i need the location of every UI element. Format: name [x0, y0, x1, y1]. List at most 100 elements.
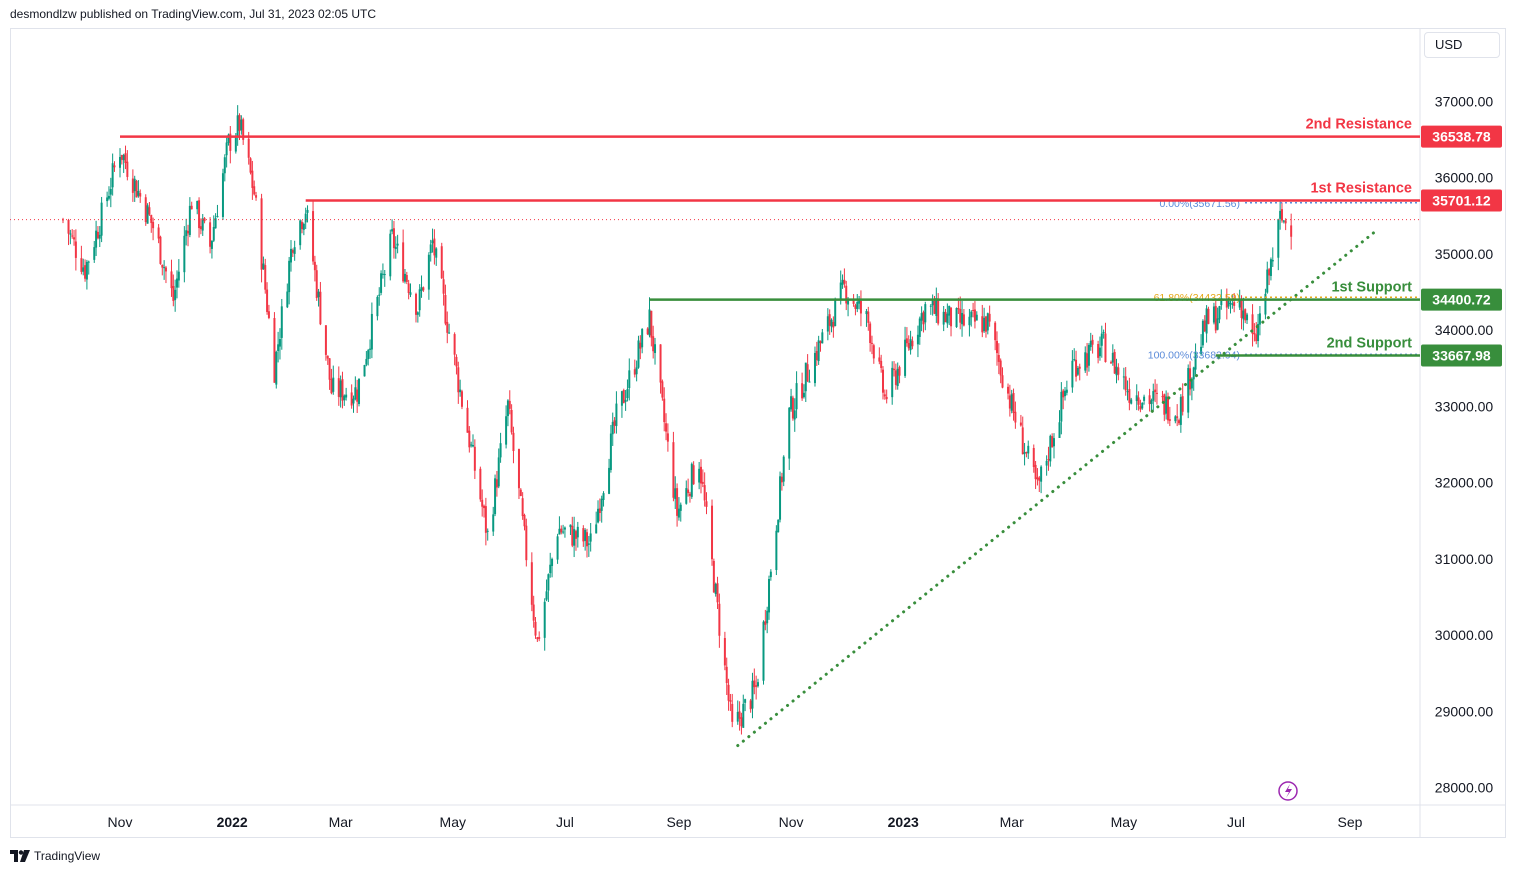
candle-body [229, 133, 232, 151]
candle-body [1062, 390, 1065, 398]
candle-body [1161, 396, 1164, 398]
candle-body [665, 423, 668, 432]
candle-body [1117, 367, 1120, 375]
level-name: 1st Resistance [1310, 181, 1412, 197]
candle-body [1229, 303, 1232, 305]
candle-body [1225, 298, 1228, 308]
x-tick-label: Nov [108, 814, 133, 830]
candle-body [547, 574, 550, 591]
candle-body [839, 282, 842, 300]
candle-body [212, 227, 215, 241]
candle-body [543, 601, 546, 638]
candle-body [751, 680, 754, 709]
candle-body [791, 397, 794, 419]
candle-body [275, 351, 278, 385]
candle-body [394, 246, 397, 250]
tradingview-logo[interactable]: TradingView [10, 849, 100, 863]
candle-body [62, 219, 65, 221]
candle-body [337, 378, 340, 397]
candle-body [442, 279, 445, 294]
candle-body [266, 289, 269, 312]
candle-body [367, 350, 370, 360]
candle-body [948, 305, 951, 316]
candle-body [319, 291, 322, 325]
candle-body [1124, 376, 1127, 391]
candle-body [1135, 395, 1138, 402]
candle-body [124, 153, 127, 164]
candle-body [654, 344, 657, 354]
candle-body [661, 381, 664, 398]
candle-body [882, 369, 885, 393]
candle-body [473, 446, 476, 471]
candle-body [352, 398, 355, 404]
candle-body [942, 311, 945, 325]
candle-body [1218, 306, 1221, 320]
candle-body [214, 218, 217, 229]
candle-body [433, 238, 436, 256]
candle-body [1214, 306, 1217, 331]
candle-body [545, 591, 548, 600]
candle-body [420, 287, 423, 291]
candle-body [815, 350, 818, 361]
candle-body [508, 400, 511, 409]
candle-body [293, 247, 296, 254]
candle-body [126, 161, 129, 177]
candle-body [1271, 259, 1274, 262]
candle-body [788, 407, 791, 459]
candle-body [150, 214, 153, 224]
candle-body [937, 299, 940, 324]
candle-body [626, 389, 629, 399]
candle-body [1064, 390, 1067, 397]
candle-body [291, 250, 294, 253]
candle-body [1155, 392, 1158, 394]
y-tick-label: 31000.00 [1435, 551, 1494, 567]
candle-body [711, 505, 714, 560]
y-tick-label: 37000.00 [1435, 94, 1494, 110]
candle-body [705, 501, 708, 507]
candle-body [278, 339, 281, 347]
candle-body [459, 389, 462, 393]
candle-body [1194, 352, 1197, 370]
candle-body [119, 157, 121, 168]
candle-body [209, 222, 212, 247]
candle-body [615, 403, 618, 427]
candle-body [1240, 298, 1243, 318]
candle-body [163, 267, 166, 269]
chart-frame[interactable] [10, 28, 1506, 838]
candle-body [611, 421, 614, 435]
candle-body [701, 481, 704, 484]
candle-body [1233, 302, 1236, 306]
candle-body [273, 318, 276, 383]
candle-body [698, 468, 701, 483]
candle-body [289, 248, 292, 263]
candle-body [453, 334, 456, 355]
candle-body [174, 289, 177, 300]
candle-body [574, 531, 577, 539]
candle-body [676, 488, 679, 516]
candle-body [210, 240, 213, 249]
x-tick-label: 2023 [888, 814, 919, 830]
candle-body [1047, 458, 1050, 461]
candle-body [1089, 340, 1092, 348]
candle-body [148, 207, 151, 215]
fib-level-label: 61.80%(34432.59) [1154, 292, 1240, 304]
candle-body [1246, 314, 1249, 321]
x-tick-label: Nov [779, 814, 804, 830]
candle-body [512, 432, 515, 452]
candle-body [712, 560, 715, 593]
candle-body [793, 410, 796, 420]
price-tag-label: 35701.12 [1432, 193, 1491, 209]
candle-body [819, 341, 822, 344]
replay-icon[interactable] [1278, 781, 1298, 801]
candle-body [624, 399, 627, 402]
candle-body [795, 383, 798, 410]
candle-body [1179, 397, 1182, 425]
currency-button[interactable]: USD [1424, 32, 1500, 58]
candle-body [133, 178, 136, 192]
candle-body [1200, 346, 1203, 354]
candle-body [1128, 389, 1131, 403]
candle-body [562, 531, 565, 533]
candle-body [175, 278, 178, 288]
price-tag [1421, 344, 1502, 367]
